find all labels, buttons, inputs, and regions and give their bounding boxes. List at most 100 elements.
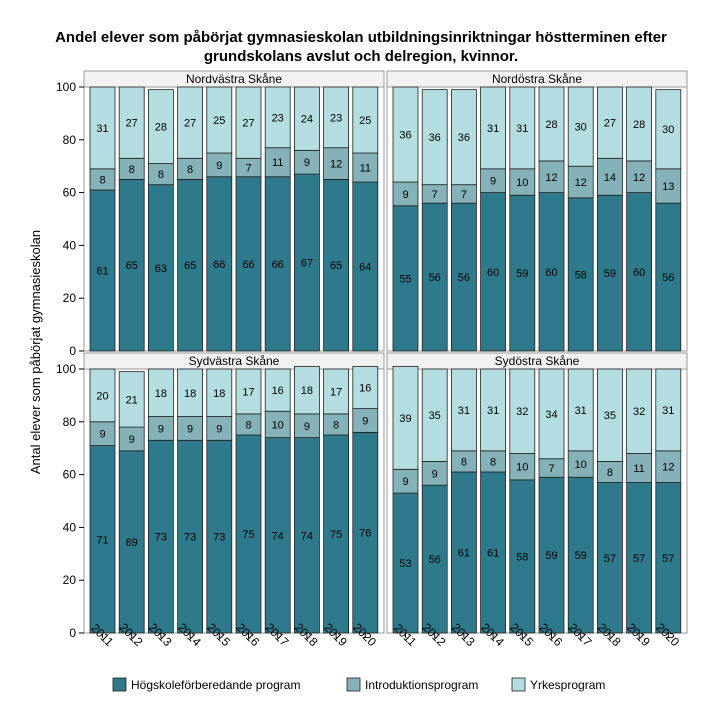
data-label: 8 (129, 164, 135, 176)
bar-yrkesprogram-2019 (626, 368, 652, 454)
legend-item-introduktionsprogram: Introduktionsprogram (346, 677, 478, 692)
data-label: 32 (516, 406, 528, 418)
y-axis-label: Antal elever som påbörjat gymnasieskolan (28, 230, 43, 474)
data-label: 39 (399, 413, 411, 425)
bar-h-gskolef-rberedande-program-2018 (293, 437, 320, 634)
bar-introduktionsprogram-2016 (538, 160, 565, 193)
bar-h-gskolef-rberedande-program-2020 (352, 431, 379, 634)
data-label: 60 (487, 267, 499, 279)
data-label: 7 (245, 163, 251, 175)
bar-yrkesprogram-2017 (567, 368, 594, 452)
data-label: 8 (607, 467, 613, 479)
data-label: 27 (604, 118, 616, 130)
data-label: 75 (242, 529, 254, 541)
panel-title: Sydöstra Skåne (495, 354, 580, 368)
bar-h-gskolef-rberedande-program-2016 (235, 176, 262, 352)
bar-yrkesprogram-2013 (450, 368, 477, 452)
data-label: 10 (272, 419, 284, 431)
data-label: 31 (575, 405, 587, 417)
data-label: 8 (158, 169, 164, 181)
data-label: 30 (662, 124, 674, 136)
bar-yrkesprogram-2012 (421, 368, 448, 462)
bar-yrkesprogram-2016 (538, 86, 565, 162)
data-label: 10 (516, 462, 528, 474)
bar-introduktionsprogram-2019 (626, 453, 652, 483)
data-label: 12 (633, 172, 645, 184)
data-label: 17 (242, 386, 254, 398)
chart-title-line-1: Andel elever som påbörjat gymnasieskolan… (55, 29, 667, 46)
bar-h-gskolef-rberedande-program-2017 (567, 197, 594, 352)
data-label: 73 (155, 532, 167, 544)
y-tick-label: 60 (63, 186, 77, 200)
data-label: 8 (187, 164, 193, 176)
data-label: 74 (272, 530, 284, 542)
panel-nord-stra-sk-ne: Nordöstra Skåne 55 9 36 56 7 36 56 7 36 60 9 31 59 10 3… (386, 70, 688, 352)
bar-h-gskolef-rberedande-program-2019 (323, 178, 350, 352)
bar-introduktionsprogram-2017 (567, 450, 594, 478)
data-label: 56 (429, 554, 441, 566)
data-label: 65 (126, 260, 138, 272)
bar-yrkesprogram-2015 (509, 368, 536, 454)
bar-h-gskolef-rberedande-program-2020 (352, 181, 379, 352)
data-label: 28 (155, 122, 167, 134)
bar-h-gskolef-rberedande-program-2015 (509, 194, 536, 352)
bar-h-gskolef-rberedande-program-2020 (655, 482, 682, 634)
bar-introduktionsprogram-2017 (264, 147, 291, 178)
bar-h-gskolef-rberedande-program-2012 (118, 450, 145, 634)
data-label: 23 (272, 112, 284, 124)
data-label: 36 (399, 130, 411, 142)
panel-sydv-stra-sk-ne: Sydvästra Skåne 0 20 40 60 80 100 71 9 20 69 9 21 73 9… (56, 352, 385, 640)
bar-yrkesprogram-2015 (509, 86, 536, 170)
y-tick-label: 20 (63, 291, 77, 305)
bar-h-gskolef-rberedande-program-2014 (480, 471, 507, 634)
panel-title: Nordvästra Skåne (186, 72, 282, 86)
data-label: 64 (359, 262, 371, 274)
data-label: 9 (490, 176, 496, 188)
y-tick-label: 100 (56, 80, 76, 94)
data-label: 9 (362, 415, 368, 427)
data-label: 53 (399, 558, 411, 570)
bar-yrkesprogram-2017 (264, 368, 291, 412)
data-label: 9 (187, 423, 193, 435)
data-label: 9 (402, 189, 408, 201)
bar-introduktionsprogram-2017 (264, 410, 291, 439)
data-label: 9 (304, 157, 310, 169)
panel-title: Nordöstra Skåne (492, 72, 582, 86)
bar-yrkesprogram-2018 (293, 365, 320, 415)
data-label: 17 (330, 386, 342, 398)
data-label: 8 (461, 456, 467, 468)
data-label: 9 (129, 434, 135, 446)
data-label: 55 (399, 273, 411, 285)
bar-yrkesprogram-2011 (392, 86, 419, 183)
data-label: 59 (575, 550, 587, 562)
data-label: 11 (633, 463, 644, 475)
bar-yrkesprogram-2013 (147, 368, 174, 417)
data-label: 34 (545, 409, 557, 421)
data-label: 76 (359, 528, 371, 540)
bar-yrkesprogram-2016 (538, 368, 565, 460)
data-label: 7 (461, 189, 467, 201)
bar-introduktionsprogram-2015 (509, 168, 536, 196)
bar-yrkesprogram-2014 (177, 86, 204, 159)
data-label: 57 (604, 553, 616, 565)
bar-h-gskolef-rberedande-program-2015 (206, 176, 233, 352)
data-label: 8 (245, 419, 251, 431)
data-label: 58 (575, 269, 587, 281)
bar-yrkesprogram-2020 (352, 86, 379, 154)
data-label: 16 (359, 382, 371, 394)
data-label: 61 (487, 547, 499, 559)
data-label: 8 (99, 174, 105, 186)
bar-yrkesprogram-2011 (89, 86, 116, 170)
data-label: 9 (402, 476, 408, 488)
data-label: 59 (516, 268, 528, 280)
legend-swatch (112, 677, 127, 692)
bar-yrkesprogram-2019 (626, 86, 652, 162)
data-label: 59 (545, 550, 557, 562)
data-label: 36 (458, 132, 470, 144)
bar-yrkesprogram-2014 (480, 86, 507, 170)
data-label: 73 (184, 532, 196, 544)
bar-yrkesprogram-2016 (235, 86, 262, 159)
bar-yrkesprogram-2020 (352, 365, 379, 409)
bar-yrkesprogram-2018 (597, 86, 623, 159)
